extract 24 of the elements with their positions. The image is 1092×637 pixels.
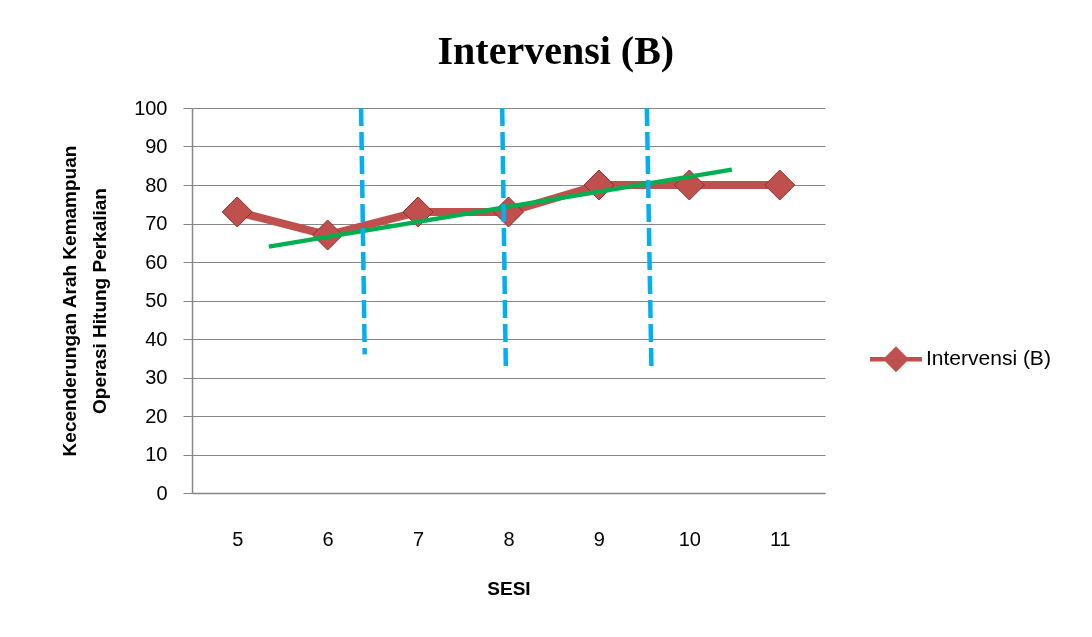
- y-tick-label: 10: [145, 443, 168, 465]
- x-tick-label: 5: [232, 527, 244, 550]
- point: [764, 169, 796, 201]
- x-tick-label: 8: [503, 527, 515, 550]
- y-tick-label: 0: [156, 481, 168, 504]
- y-tick-label: 50: [145, 289, 168, 311]
- y-tick-label: 80: [145, 173, 168, 196]
- legend-label: Intervensi (B): [926, 346, 1051, 370]
- y-tick-label: 20: [145, 404, 168, 427]
- y-tick-label: 100: [134, 96, 168, 119]
- point: [221, 196, 253, 228]
- y-tick-label: 90: [145, 135, 168, 157]
- chart-title: Intervensi (B): [437, 28, 675, 73]
- x-tick-label: 9: [593, 527, 605, 550]
- y-tick-label: 60: [145, 250, 168, 273]
- y-tick-label: 30: [145, 366, 168, 388]
- y-tick-label: 70: [145, 212, 168, 234]
- x-tick-label: 10: [678, 527, 701, 550]
- x-tick-label: 7: [413, 527, 425, 550]
- x-tick-label: 6: [322, 527, 334, 550]
- x-axis-title: SESI: [487, 577, 531, 599]
- y-axis-title: Kecenderungan Arah Kemampuan Operasi Hitung Perkalian: [59, 145, 111, 457]
- x-tick-label: 11: [769, 527, 791, 550]
- y-tick-label: 40: [145, 327, 168, 350]
